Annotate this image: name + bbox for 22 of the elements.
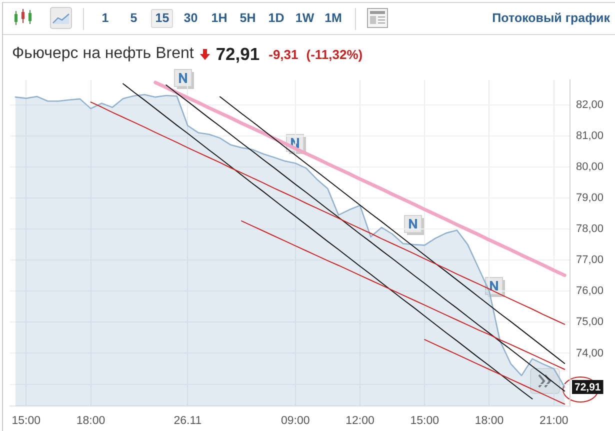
y-tick-label: 79,00 — [576, 192, 604, 204]
y-tick-label: 78,00 — [576, 223, 604, 236]
text: 1 5 15 30 1H 5H 1D 1W 1M — [102, 11, 342, 25]
y-tick-label: 75,00 — [576, 316, 604, 328]
annotation: 72,91 — [574, 381, 601, 394]
x-tick-label: 21:00 — [539, 415, 568, 428]
x-tick-label: 26.11 — [174, 415, 202, 428]
chart-title: Фьючерс на нефть Brent — [12, 45, 194, 63]
y-tick-label: 81,00 — [576, 130, 604, 142]
y-tick-label: 76,00 — [576, 285, 604, 298]
y-tick-label: 77,00 — [576, 254, 604, 266]
y-tick-label: 80,00 — [576, 160, 604, 173]
chart-subtitle: 72,91 -9,31 (-11,32%) — [216, 44, 363, 64]
text: Потоковый график — [492, 10, 610, 27]
x-tick-label: 15:00 — [410, 415, 440, 428]
x-tick-label: 12:00 — [346, 415, 374, 428]
x-tick-label: 18:00 — [76, 415, 106, 428]
y-tick-label: 74,00 — [576, 347, 604, 360]
x-tick-label: 09:00 — [280, 415, 310, 428]
y-tick-label: 82,00 — [576, 98, 604, 111]
x-tick-label: 18:00 — [474, 415, 504, 428]
x-tick-label: 15:00 — [12, 415, 41, 428]
